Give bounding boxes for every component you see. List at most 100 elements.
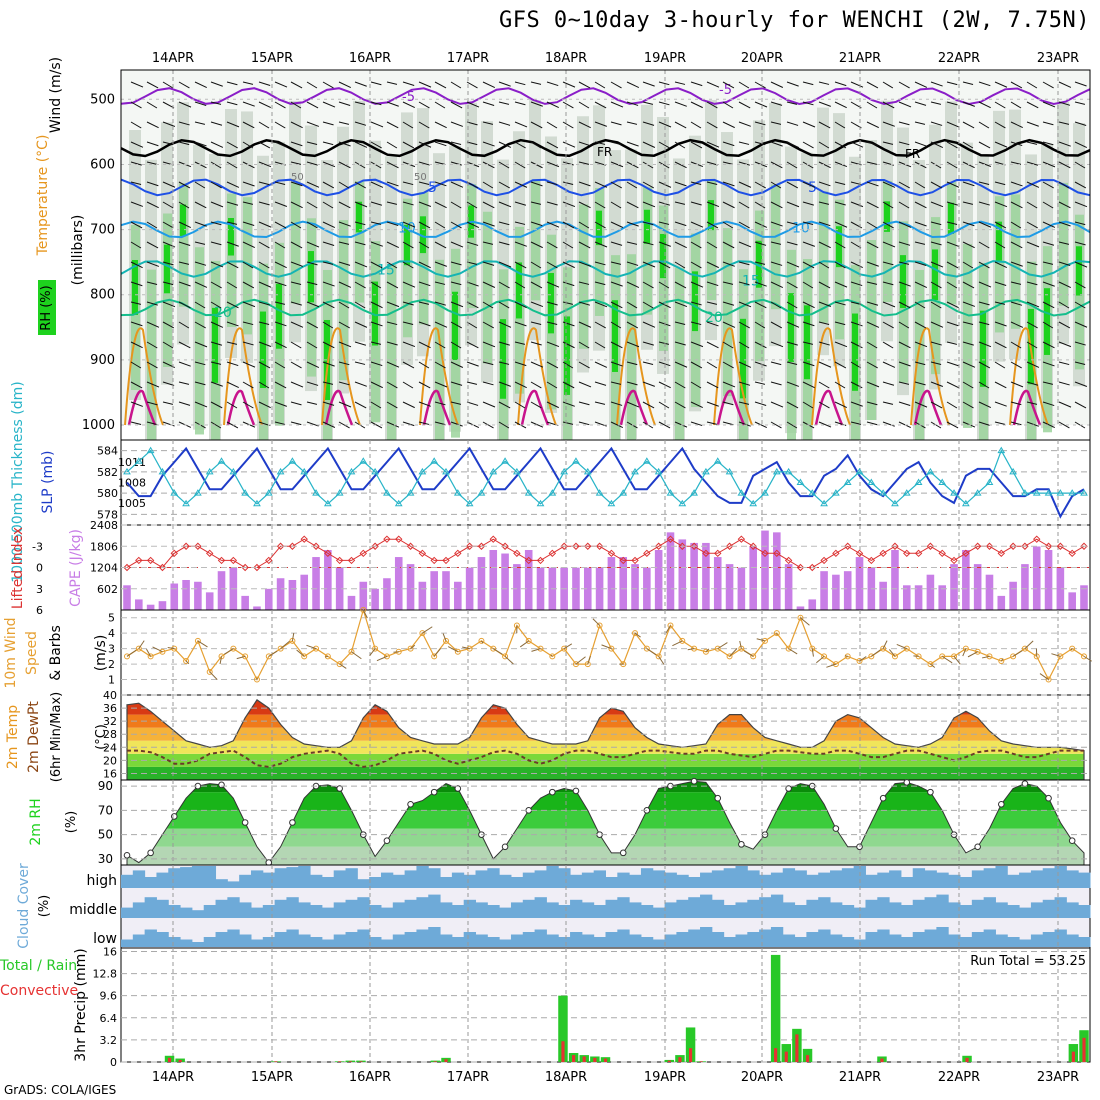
rh-green-shade [836,226,842,268]
wind-barb [162,221,174,229]
wind-barb [210,221,222,226]
rh-green-shade [884,201,890,232]
wind-barb [739,640,742,649]
rh-point [974,843,981,851]
wind-speed-point [726,653,733,660]
wind-barb [434,181,447,187]
wind-barb [450,121,463,127]
thickness-point [702,467,710,475]
thickness-point [300,467,309,475]
wind-barb [882,121,895,127]
cloud-high-bar [794,870,807,888]
label-minus5: -5 [402,90,415,105]
wind-barb [434,381,448,388]
wind-barb [242,101,255,107]
wind-barb [722,301,735,306]
cloud-low-bar [759,929,772,947]
wind-speed-point [632,630,639,637]
wind-barb [130,341,143,349]
thickness-point [725,467,734,475]
wind-barb [1010,221,1022,229]
ylabel-2m-dewpt: 2m DewPt [26,701,42,773]
cloud-high-bar [546,866,559,888]
cloud-middle-bar [404,899,417,918]
cape-bar [489,549,498,610]
wind-barb [370,101,382,106]
wind-barb [162,121,176,127]
wind-barb [418,121,430,129]
cape-bar [300,574,309,610]
wind-barb [402,401,415,409]
wind-barb [722,421,734,426]
wind-barb [370,301,383,309]
lifted-index-point [832,549,840,558]
rh-light-shade [531,180,540,301]
li-tick: 0 [36,562,43,575]
lifted-index-point [300,535,308,543]
wind-barb [450,181,464,188]
legend-temperature: Temperature (°C) [35,135,51,257]
wind-barb [930,663,936,668]
wind-barb [1010,181,1023,187]
wind-barb [658,81,670,86]
rh-point [1045,794,1052,802]
wind-barb [194,381,206,386]
wind-barb [354,241,366,246]
wind-barb [450,361,464,368]
cloud-low-bar [333,934,347,947]
wind-barb [242,301,256,308]
wind-barb [1042,381,1054,385]
lifted-index-point [560,542,568,550]
cloud-high-bar [688,877,701,888]
wind-barb [818,201,830,205]
wind-barb [338,81,351,89]
wind-barb [369,648,376,656]
wind-barb [482,341,496,348]
cloud-high-bar [333,870,347,888]
wind-barb [209,671,218,680]
wind-barb [722,321,736,328]
label-freezing: FR [905,147,920,161]
wind-barb [1042,321,1054,329]
wind-barb [418,361,430,369]
wind-barb [642,321,656,328]
wind-barb [1042,341,1055,349]
thickness-point [418,467,427,475]
cape-bar [713,557,722,610]
rh-green-shade [420,216,426,254]
wind-barb [194,81,207,89]
wind-barb [690,201,702,206]
wind-barb [962,301,976,307]
wind-barb [162,401,174,405]
wind-barb [386,101,399,107]
cape-bar [430,571,438,610]
cape-bar [1021,564,1029,610]
wind-barb [1058,181,1070,189]
wind-barb [562,141,576,148]
wind-barb [130,241,142,249]
rh-green-shade [452,291,458,360]
wind-barb [850,181,862,186]
wind-barb [306,421,319,427]
wind-barb [578,221,590,229]
cape-bar [619,557,628,610]
thickness-point [820,499,828,507]
lifted-index-point [714,549,722,558]
wind-barb [450,81,462,89]
wind-barb [562,101,574,109]
wind-barb [722,221,734,229]
wind-barb [530,261,542,269]
wind-barb [594,381,607,386]
cloud-low-bar [416,929,429,947]
wind-barb [146,241,159,249]
wind-barb [754,101,768,108]
cloud-middle-bar [546,902,559,918]
wind-barb [466,241,479,246]
wind-barb [818,361,832,368]
wind-barb [290,261,303,267]
wind-barb [226,401,238,409]
wind-barb [754,401,767,406]
wind-barb [1074,181,1087,189]
wind-barb [370,281,382,289]
cloud-middle-bar [818,897,831,918]
